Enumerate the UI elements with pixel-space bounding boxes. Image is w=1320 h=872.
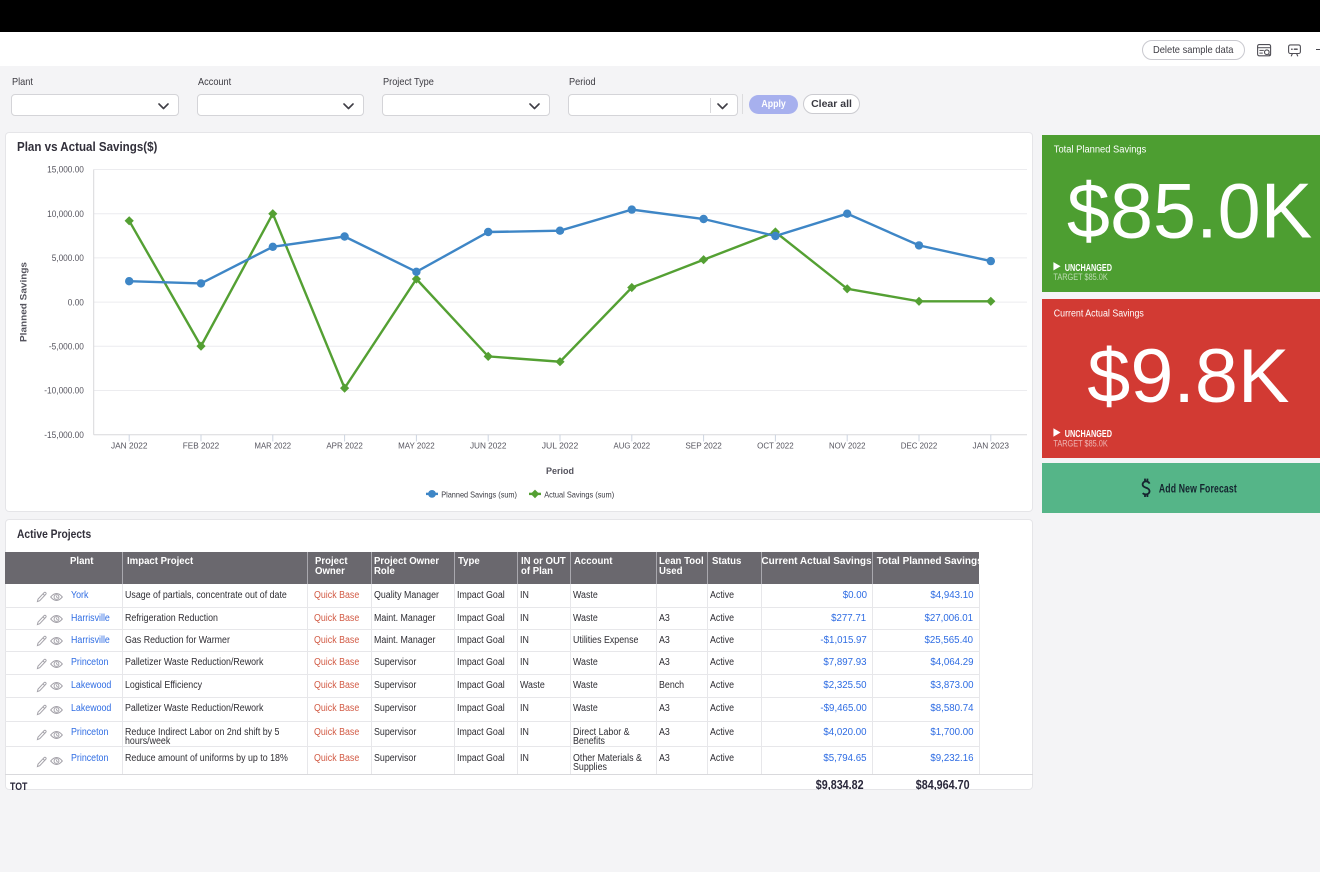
svg-text:JUL 2022: JUL 2022 — [542, 441, 579, 451]
svg-text:OCT 2022: OCT 2022 — [757, 441, 794, 451]
svg-text:UNCHANGED: UNCHANGED — [1065, 429, 1112, 440]
svg-text:Add New Forecast: Add New Forecast — [1159, 484, 1237, 496]
svg-text:MAY 2022: MAY 2022 — [398, 441, 435, 451]
svg-text:JAN 2022: JAN 2022 — [111, 441, 148, 451]
svg-text:APR 2022: APR 2022 — [326, 441, 363, 451]
svg-text:JAN 2023: JAN 2023 — [973, 441, 1010, 451]
svg-text:Planned Savings (sum): Planned Savings (sum) — [441, 489, 517, 499]
svg-text:TARGET $85.0K: TARGET $85.0K — [1053, 438, 1107, 448]
svg-text:Planned Savings: Planned Savings — [19, 262, 30, 342]
svg-text:5,000.00: 5,000.00 — [52, 253, 84, 263]
svg-text:MAR 2022: MAR 2022 — [255, 441, 292, 451]
svg-text:JUN 2022: JUN 2022 — [470, 441, 507, 451]
svg-text:-15,000.00: -15,000.00 — [44, 430, 84, 440]
svg-text:10,000.00: 10,000.00 — [47, 209, 84, 219]
svg-text:UNCHANGED: UNCHANGED — [1065, 263, 1112, 274]
svg-text:Actual Savings (sum): Actual Savings (sum) — [544, 489, 614, 499]
svg-text:15,000.00: 15,000.00 — [47, 165, 84, 175]
svg-text:0.00: 0.00 — [68, 297, 84, 307]
svg-text:Total Planned Savings: Total Planned Savings — [1054, 144, 1147, 155]
svg-text:$85.0K: $85.0K — [1067, 168, 1312, 254]
svg-text:Period: Period — [546, 466, 574, 477]
svg-text:-5,000.00: -5,000.00 — [49, 342, 84, 352]
svg-text:-10,000.00: -10,000.00 — [44, 386, 84, 396]
svg-text:FEB 2022: FEB 2022 — [183, 441, 220, 451]
svg-text:DEC 2022: DEC 2022 — [901, 441, 938, 451]
svg-text:TARGET $85.0K: TARGET $85.0K — [1053, 271, 1107, 281]
svg-text:NOV 2022: NOV 2022 — [829, 441, 866, 451]
svg-text:$9.8K: $9.8K — [1087, 334, 1289, 419]
svg-text:Current Actual Savings: Current Actual Savings — [1054, 308, 1144, 319]
svg-text:SEP 2022: SEP 2022 — [685, 441, 722, 451]
svg-text:AUG 2022: AUG 2022 — [614, 441, 651, 451]
